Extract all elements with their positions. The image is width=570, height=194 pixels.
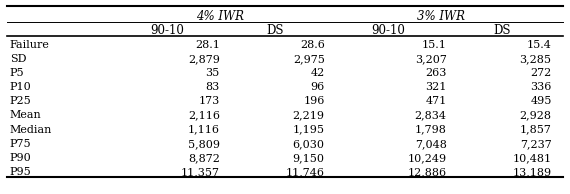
Text: DS: DS (266, 24, 284, 37)
Text: 13,189: 13,189 (512, 167, 552, 177)
Text: 90-10: 90-10 (372, 24, 405, 37)
Text: 196: 196 (303, 96, 325, 106)
Text: 1,116: 1,116 (188, 125, 220, 135)
Text: 263: 263 (425, 68, 447, 78)
Text: 1,857: 1,857 (520, 125, 552, 135)
Text: 11,746: 11,746 (286, 167, 325, 177)
Text: SD: SD (10, 54, 26, 64)
Text: 1,195: 1,195 (293, 125, 325, 135)
Text: P90: P90 (10, 153, 32, 163)
Text: 2,834: 2,834 (414, 110, 447, 120)
Text: 6,030: 6,030 (293, 139, 325, 149)
Text: 3,285: 3,285 (520, 54, 552, 64)
Text: 336: 336 (530, 82, 552, 92)
Text: 10,481: 10,481 (512, 153, 552, 163)
Text: 28.6: 28.6 (300, 40, 325, 50)
Text: 2,975: 2,975 (293, 54, 325, 64)
Text: 7,237: 7,237 (520, 139, 552, 149)
Text: 11,357: 11,357 (181, 167, 220, 177)
Text: 2,879: 2,879 (188, 54, 220, 64)
Text: 2,219: 2,219 (293, 110, 325, 120)
Text: 3% IWR: 3% IWR (417, 10, 465, 23)
Text: P75: P75 (10, 139, 31, 149)
Text: P95: P95 (10, 167, 32, 177)
Text: 7,048: 7,048 (415, 139, 447, 149)
Text: 42: 42 (311, 68, 325, 78)
Text: P10: P10 (10, 82, 32, 92)
Text: P25: P25 (10, 96, 32, 106)
Text: 28.1: 28.1 (195, 40, 220, 50)
Text: 3,207: 3,207 (415, 54, 447, 64)
Text: 15.1: 15.1 (422, 40, 447, 50)
Text: 83: 83 (206, 82, 220, 92)
Text: P5: P5 (10, 68, 25, 78)
Text: 495: 495 (530, 96, 552, 106)
Text: 8,872: 8,872 (188, 153, 220, 163)
Text: 471: 471 (425, 96, 447, 106)
Text: 15.4: 15.4 (527, 40, 552, 50)
Text: 90-10: 90-10 (150, 24, 184, 37)
Text: 5,809: 5,809 (188, 139, 220, 149)
Text: 1,798: 1,798 (415, 125, 447, 135)
Text: 2,928: 2,928 (520, 110, 552, 120)
Text: 96: 96 (311, 82, 325, 92)
Text: 173: 173 (198, 96, 220, 106)
Text: 4% IWR: 4% IWR (196, 10, 244, 23)
Text: 272: 272 (530, 68, 552, 78)
Text: Median: Median (10, 125, 52, 135)
Text: 9,150: 9,150 (293, 153, 325, 163)
Text: 35: 35 (206, 68, 220, 78)
Text: Mean: Mean (10, 110, 42, 120)
Text: 321: 321 (425, 82, 447, 92)
Text: 12,886: 12,886 (408, 167, 447, 177)
Text: Failure: Failure (10, 40, 50, 50)
Text: 2,116: 2,116 (188, 110, 220, 120)
Text: 10,249: 10,249 (408, 153, 447, 163)
Text: DS: DS (493, 24, 511, 37)
